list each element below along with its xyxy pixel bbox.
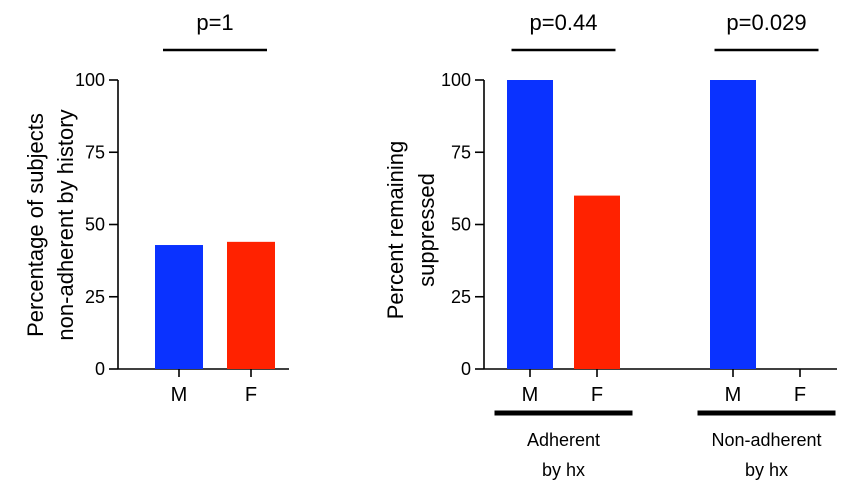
- y-tick-label: 100: [441, 70, 471, 90]
- bar: [507, 80, 553, 369]
- group-label: by hx: [745, 460, 788, 480]
- x-tick-label: F: [591, 384, 603, 406]
- y-axis-label: Percent remaining: [383, 141, 408, 320]
- y-axis-label: non-adherent by history: [53, 109, 78, 340]
- p-value-label: p=1: [196, 10, 233, 35]
- p-value-label: p=0.029: [726, 10, 806, 35]
- x-tick-label: M: [725, 384, 742, 406]
- y-tick-label: 25: [85, 287, 105, 307]
- p-value-label: p=0.44: [530, 10, 598, 35]
- x-tick-label: F: [794, 384, 806, 406]
- bar: [227, 241, 275, 369]
- x-tick-label: F: [245, 384, 257, 406]
- y-tick-label: 50: [85, 215, 105, 235]
- x-tick-label: M: [522, 384, 539, 406]
- x-tick-label: M: [171, 384, 188, 406]
- y-axis-label: Percentage of subjects: [23, 113, 48, 337]
- y-tick-label: 50: [451, 215, 471, 235]
- y-tick-label: 0: [95, 359, 105, 379]
- bar: [155, 245, 203, 369]
- bar: [710, 80, 756, 369]
- y-tick-label: 75: [85, 142, 105, 162]
- chart-nonadherence-by-sex: 0 25 50 75 100 Percentage of subjects non-adhe…: [23, 10, 289, 406]
- y-tick-label: 0: [461, 359, 471, 379]
- bar: [574, 195, 620, 369]
- chart-remaining-suppressed: 0 25 50 75 100 Percent remaining suppressed M F M…: [383, 10, 837, 480]
- y-tick-label: 75: [451, 142, 471, 162]
- group-label: Non-adherent: [711, 430, 821, 450]
- y-axis-label: suppressed: [414, 173, 439, 287]
- group-label: Adherent: [527, 430, 600, 450]
- y-tick-label: 25: [451, 287, 471, 307]
- y-tick-label: 100: [75, 70, 105, 90]
- group-label: by hx: [542, 460, 585, 480]
